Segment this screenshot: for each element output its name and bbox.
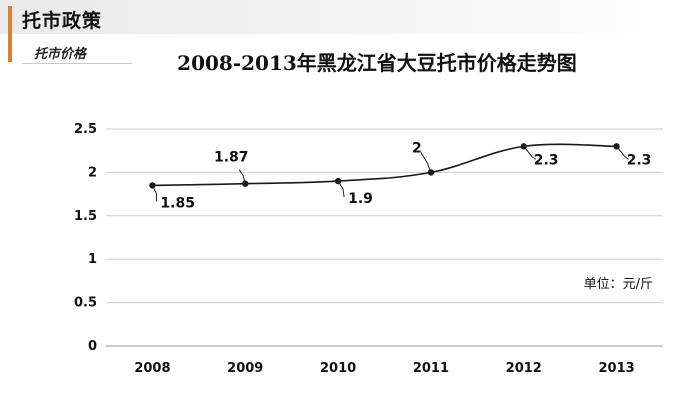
x-tick-label: 2012: [506, 361, 542, 376]
data-label-leader: [337, 180, 345, 198]
subtitle-divider: [22, 63, 132, 64]
y-tick-label: 1: [88, 252, 97, 267]
data-label-leader: [523, 146, 537, 160]
y-tick-label: 2: [88, 165, 97, 180]
x-tick-label: 2008: [134, 361, 170, 376]
x-tick-label: 2013: [598, 361, 634, 376]
section-title: 托市政策: [22, 10, 103, 32]
y-tick-label: 2.5: [74, 122, 97, 137]
y-tick-label: 0: [88, 339, 97, 354]
x-tick-label: 2010: [320, 361, 356, 376]
data-label: 1.87: [214, 150, 249, 166]
data-label: 1.9: [348, 191, 373, 207]
axis-labels: 0 0.5 1 1.5 2 2.5 2008 2009 2010 2011 2012 2013: [74, 122, 635, 376]
chart-title: 2008-2013年黑龙江省大豆托市价格走势图: [177, 51, 577, 75]
x-tick-label: 2009: [227, 361, 263, 376]
section-subtitle: 托市价格: [34, 47, 87, 62]
data-label: 2.3: [627, 152, 652, 168]
unit-label: 单位：元/斤: [584, 277, 653, 292]
gridlines: [106, 128, 663, 347]
data-label-leader: [238, 169, 246, 184]
x-tick-label: 2011: [413, 361, 449, 376]
data-label: 2.3: [534, 152, 559, 168]
header-band: [0, 0, 683, 34]
data-label-leader: [420, 152, 432, 173]
y-tick-label: 0.5: [74, 296, 97, 311]
accent-bar: [8, 6, 12, 62]
y-tick-label: 1.5: [74, 209, 97, 224]
data-label: 1.85: [160, 195, 195, 211]
data-label-leader: [616, 146, 629, 160]
data-label: 2: [412, 140, 422, 156]
data-labels: 1.85 1.87 1.9 2 2.3 2.3: [151, 140, 652, 211]
data-point: [334, 177, 342, 185]
data-label-leader: [151, 185, 157, 202]
series-line: [152, 143, 617, 187]
